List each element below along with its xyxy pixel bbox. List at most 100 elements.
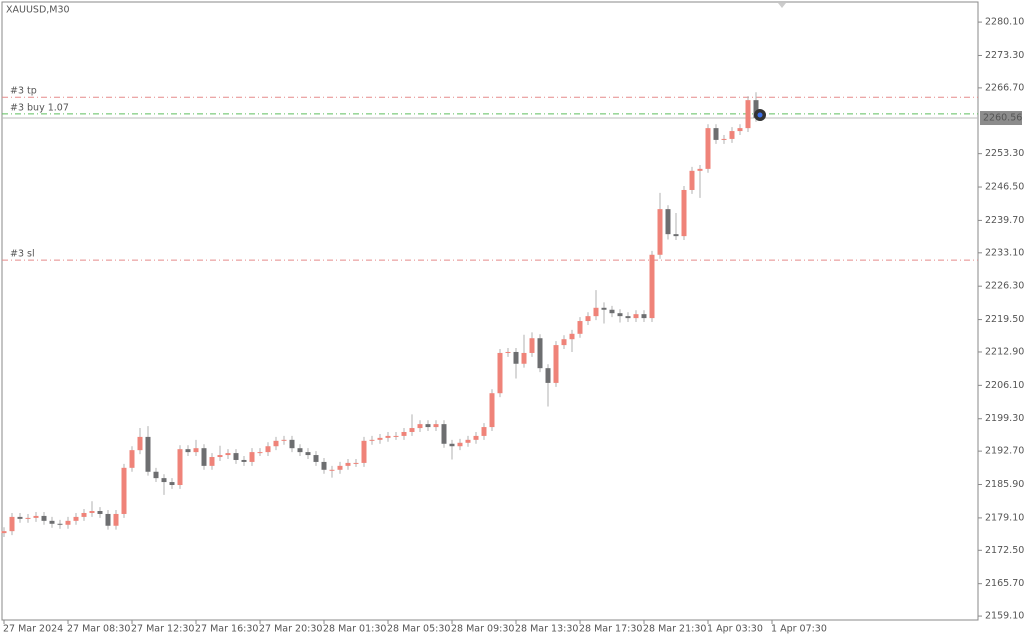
candle-body [505, 351, 511, 353]
candle-body [537, 338, 543, 369]
candle-body [73, 516, 79, 521]
candle-body [49, 520, 55, 524]
x-tick-label: 1 Apr 03:30 [707, 624, 763, 635]
x-tick-label: 27 Mar 08:30 [67, 624, 130, 635]
candle-body [577, 321, 583, 334]
candle-body [441, 424, 447, 444]
candle-body [33, 515, 39, 518]
candle-body [137, 436, 143, 451]
candle-body [449, 443, 455, 447]
candle-body [625, 316, 631, 319]
candle-body [457, 442, 463, 447]
candle-body [473, 435, 479, 440]
candle-body [81, 512, 87, 517]
candle-body [657, 209, 663, 255]
candle-body [465, 439, 471, 443]
x-tick-label: 28 Mar 09:30 [451, 624, 514, 635]
shift-marker [778, 3, 786, 8]
candle-body [633, 314, 639, 319]
candle-body [113, 513, 119, 526]
x-tick-label: 27 Mar 12:30 [131, 624, 194, 635]
candle-body [593, 307, 599, 317]
plot-frame [1, 1, 979, 621]
position-marker-dot [757, 112, 763, 118]
y-tick-label: 2233.10 [985, 247, 1024, 258]
candle-body [329, 469, 335, 471]
candle-body [729, 131, 735, 139]
trade-level-label: #3 sl [10, 249, 35, 260]
x-tick-label: 28 Mar 21:30 [643, 624, 706, 635]
y-tick-label: 2206.10 [985, 380, 1024, 391]
candle-body [433, 424, 439, 428]
y-tick-label: 2273.30 [985, 50, 1024, 61]
candle-body [105, 513, 111, 526]
candle-body [585, 316, 591, 322]
candle-body [689, 170, 695, 190]
candle-body [417, 424, 423, 429]
candle-body [321, 461, 327, 470]
candle-body [89, 511, 95, 513]
candle-body [17, 516, 23, 519]
candle-body [665, 209, 671, 235]
candle-body [177, 449, 183, 486]
candle-body [553, 345, 559, 383]
candle-body [745, 100, 751, 129]
y-tick-label: 2179.10 [985, 512, 1024, 523]
candle-body [521, 352, 527, 364]
y-tick-label: 2172.50 [985, 545, 1024, 556]
candle-body [609, 309, 615, 314]
candle-body [289, 439, 295, 449]
candle-body [97, 511, 103, 514]
bid-label: 2260.56 [983, 113, 1022, 124]
candle-body [481, 427, 487, 436]
y-tick-label: 2226.30 [985, 281, 1024, 292]
x-tick-label: 27 Mar 2024 [3, 624, 63, 635]
x-tick-label: 28 Mar 13:30 [515, 624, 578, 635]
candle-body [169, 482, 175, 486]
candle-body [401, 431, 407, 436]
candle-body [673, 234, 679, 237]
candle-body [369, 439, 375, 441]
candle-body [193, 448, 199, 453]
y-tick-label: 2219.50 [985, 314, 1024, 325]
x-tick-label: 27 Mar 16:30 [195, 624, 258, 635]
candle-body [425, 424, 431, 428]
candle-body [9, 516, 15, 532]
y-tick-label: 2159.10 [985, 611, 1024, 622]
candle-body [25, 517, 31, 519]
y-tick-label: 2212.90 [985, 346, 1024, 357]
candle-body [1, 531, 7, 534]
candle-body [705, 128, 711, 169]
candle-body [337, 465, 343, 470]
candle-body [753, 100, 759, 118]
candle-body [161, 478, 167, 483]
bid-box [980, 111, 1022, 126]
trade-level-label: #3 buy 1.07 [10, 102, 69, 113]
candle-body [121, 467, 127, 514]
candle-body [529, 338, 535, 353]
candle-body [377, 437, 383, 440]
candle-body [305, 452, 311, 456]
candle-body [569, 333, 575, 340]
trade-level-label: #3 tp [10, 86, 37, 97]
candle-body [129, 450, 135, 468]
x-tick-label: 28 Mar 01:30 [323, 624, 386, 635]
candle-body [233, 453, 239, 460]
candle-body [345, 462, 351, 466]
candle-body [561, 339, 567, 346]
candle-body [217, 455, 223, 458]
x-tick-label: 28 Mar 05:30 [387, 624, 450, 635]
candle-body [273, 440, 279, 447]
candle-body [513, 351, 519, 364]
candle-body [57, 523, 63, 525]
candle-body [601, 307, 607, 310]
candle-body [41, 515, 47, 521]
candle-body [153, 471, 159, 479]
candle-body [297, 448, 303, 453]
y-tick-label: 2239.70 [985, 215, 1024, 226]
candle-body [265, 446, 271, 453]
y-tick-label: 2192.70 [985, 446, 1024, 457]
candle-body [617, 313, 623, 317]
